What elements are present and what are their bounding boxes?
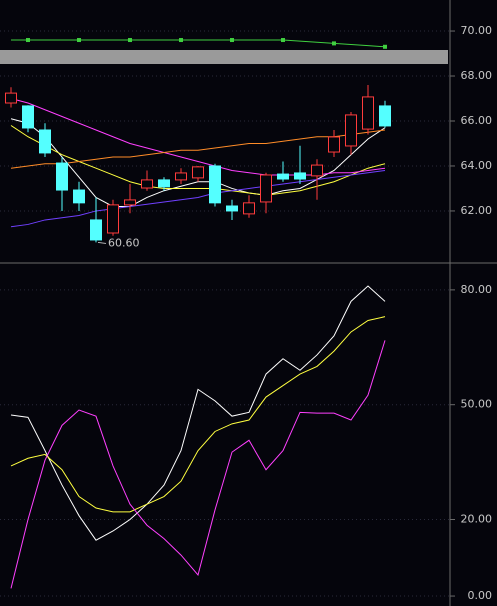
line-series [10,316,386,513]
overlay-bar [0,50,448,64]
candle-body [277,173,289,180]
y-tick-label: 20.00 [461,513,493,526]
line-marker [26,38,30,43]
candle-body [243,202,255,215]
candle-body [56,162,68,191]
candle-body [379,105,391,127]
candle-body [362,96,374,130]
line-series [10,285,386,541]
line-series [10,340,386,589]
line-marker [77,38,81,43]
y-tick-label: 50.00 [461,398,493,411]
candle-body [345,114,357,147]
candle-body [124,199,136,206]
y-tick-label: 68.00 [461,69,493,82]
low-annotation: 60.60 [108,236,140,249]
candle-body [260,174,272,203]
candle-body [73,189,85,204]
y-tick-label: 70.00 [461,24,493,37]
line-marker [128,38,132,43]
candle-body [90,219,102,241]
candle-body [107,204,119,234]
line-marker [332,41,336,46]
line-marker [179,38,183,43]
line-series [11,39,386,48]
candle-body [328,136,340,153]
candle-body [22,105,34,129]
y-tick-label: 64.00 [461,159,493,172]
line-series [10,129,386,169]
candle-body [192,166,204,179]
y-tick-label: 80.00 [461,283,493,296]
candle-body [39,129,51,154]
line-marker [383,44,387,49]
candle-body [175,172,187,181]
y-tick-label: 66.00 [461,114,493,127]
candle-body [294,172,306,180]
annotation-arrow [97,241,107,244]
candle-body [5,92,17,104]
line-marker [230,38,234,43]
line-marker [281,38,285,43]
candle-body [311,164,323,177]
y-tick-label: 62.00 [461,204,493,217]
line-series [10,125,386,196]
line-series [10,169,386,228]
y-tick-label: 0.00 [468,589,493,602]
candle-body [226,205,238,212]
candle-body [141,179,153,189]
candle-body [209,165,221,204]
candle-body [158,179,170,188]
